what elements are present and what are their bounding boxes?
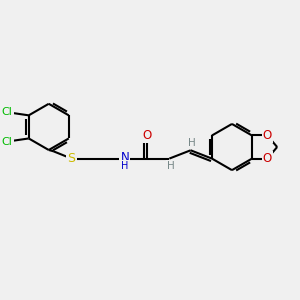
Text: H: H [167,161,175,171]
Text: Cl: Cl [2,107,13,117]
Text: H: H [121,161,129,171]
Text: S: S [68,152,76,165]
Text: N: N [121,152,129,164]
Text: Cl: Cl [2,137,13,147]
Text: H: H [188,138,196,148]
Text: O: O [142,129,152,142]
Text: O: O [263,129,272,142]
Text: O: O [263,152,272,165]
